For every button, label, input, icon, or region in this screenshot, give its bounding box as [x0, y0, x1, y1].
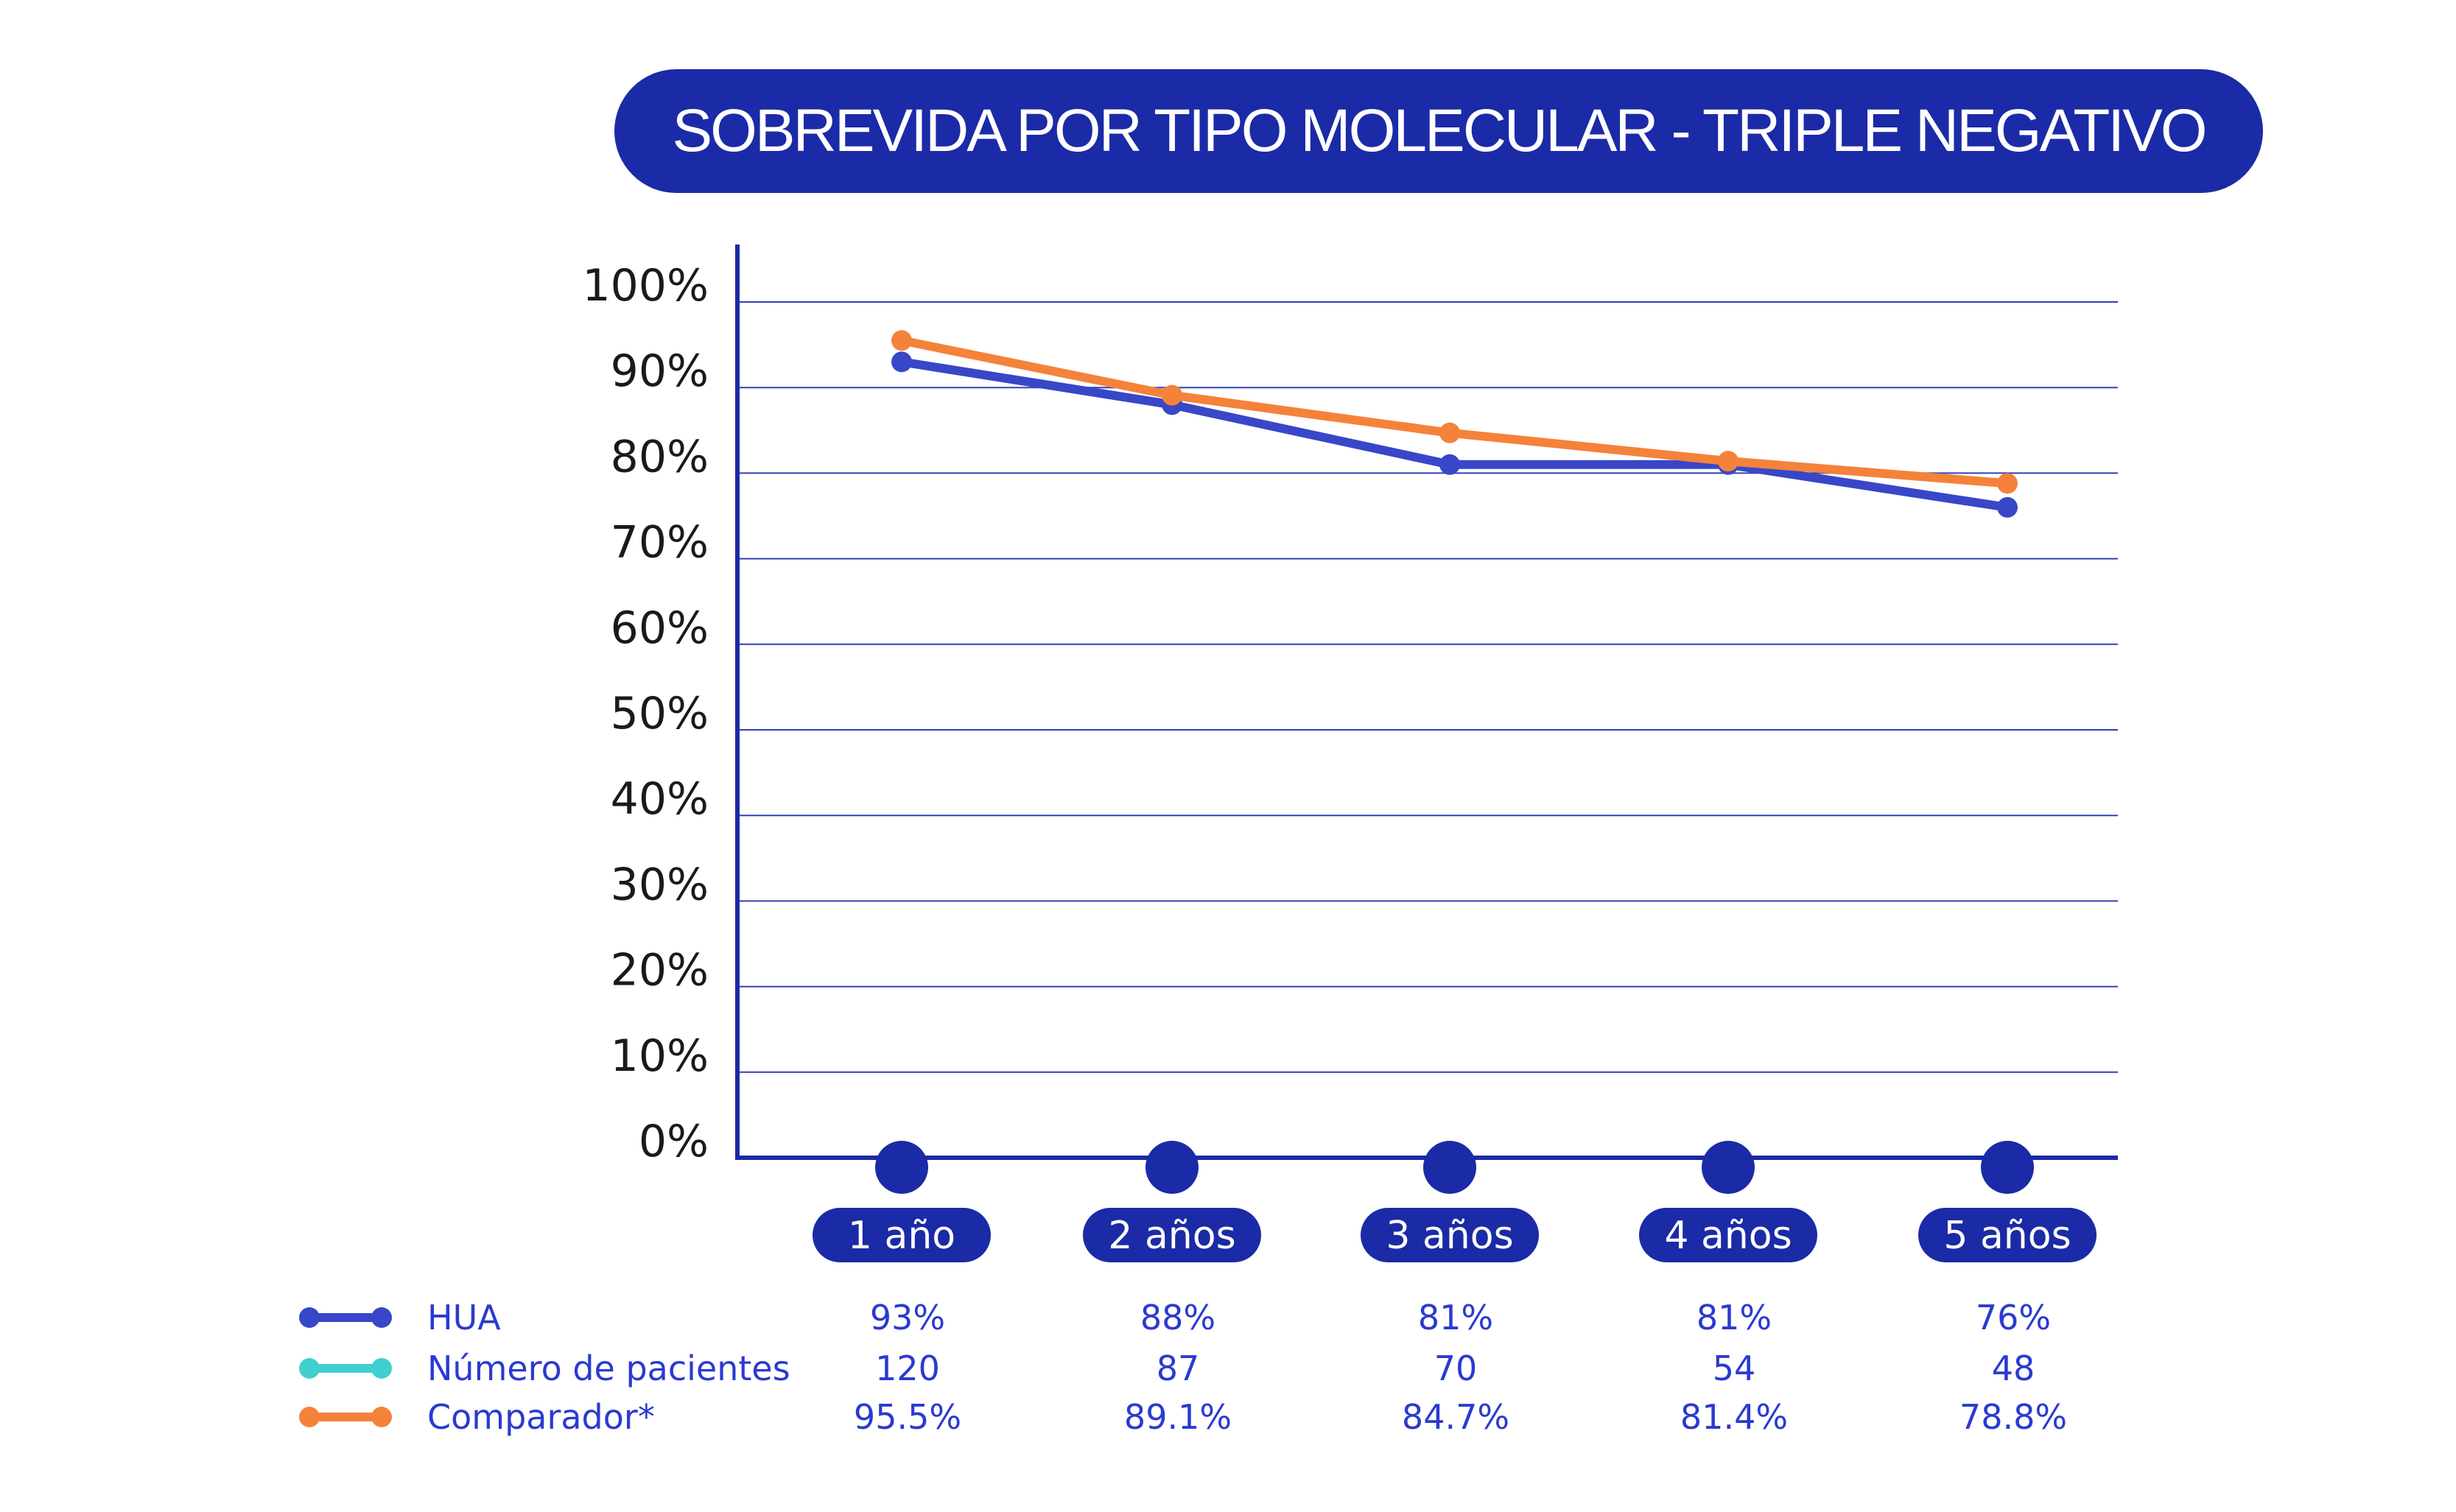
legend-swatch-dot: [299, 1407, 320, 1427]
category-pill: [1918, 1208, 2097, 1262]
data-label: 81%: [1697, 1298, 1772, 1337]
data-label: 89.1%: [1124, 1397, 1232, 1437]
legend-swatch-dot: [299, 1358, 320, 1379]
data-point: [1439, 422, 1460, 443]
x-axis-marker: [1423, 1141, 1476, 1194]
legend-swatch-dot: [371, 1407, 392, 1427]
y-tick-label: 70%: [611, 517, 709, 569]
x-axis-marker: [875, 1141, 928, 1194]
data-point: [1162, 384, 1182, 406]
y-tick-label: 50%: [611, 688, 709, 739]
y-tick-label: 100%: [582, 260, 709, 312]
data-label: 78.8%: [1959, 1397, 2067, 1437]
x-tick-label: 4 años: [1664, 1214, 1792, 1258]
x-tick-label: 5 años: [1943, 1214, 2071, 1258]
category-pill: [813, 1208, 991, 1262]
x-tick-label: 2 años: [1108, 1214, 1235, 1258]
data-label: 88%: [1140, 1298, 1215, 1337]
y-tick-label: 80%: [611, 431, 709, 482]
category-pill: [1361, 1208, 1539, 1262]
y-tick-label: 90%: [611, 345, 709, 397]
y-tick-label: 30%: [611, 859, 709, 910]
data-label: 84.7%: [1402, 1397, 1509, 1437]
data-point: [1997, 496, 2018, 518]
y-tick-label: 20%: [611, 945, 709, 996]
category-pill: [1083, 1208, 1261, 1262]
legend-swatch-dot: [371, 1358, 392, 1379]
data-point: [1718, 451, 1739, 472]
data-label: 95.5%: [854, 1397, 961, 1437]
category-pill: [1639, 1208, 1817, 1262]
chart-title: SOBREVIDA POR TIPO MOLECULAR - TRIPLE NE…: [614, 69, 2263, 193]
data-point: [891, 351, 912, 373]
x-axis-marker: [1145, 1141, 1199, 1194]
legend-label: HUA: [427, 1298, 501, 1337]
x-tick-label: 1 año: [848, 1214, 955, 1258]
legend-label: Número de pacientes: [427, 1349, 790, 1388]
data-point: [1997, 473, 2018, 494]
y-tick-label: 40%: [611, 773, 709, 825]
data-label: 76%: [1976, 1298, 2051, 1337]
data-label: 81%: [1418, 1298, 1493, 1337]
data-label: 48: [1992, 1349, 2035, 1388]
data-label: 81.4%: [1680, 1397, 1788, 1437]
data-label: 87: [1157, 1349, 1200, 1388]
y-tick-label: 10%: [611, 1030, 709, 1082]
legend-swatch-dot: [371, 1307, 392, 1328]
y-tick-label: 0%: [639, 1116, 709, 1167]
data-point: [1439, 454, 1460, 475]
data-point: [891, 330, 912, 351]
y-tick-label: 60%: [611, 602, 709, 654]
data-label: 70: [1434, 1349, 1478, 1388]
x-axis-marker: [1981, 1141, 2034, 1194]
legend-swatch-dot: [299, 1307, 320, 1328]
legend-label: Comparador*: [427, 1397, 655, 1437]
data-label: 120: [875, 1349, 940, 1388]
x-tick-label: 3 años: [1386, 1214, 1513, 1258]
x-axis-marker: [1702, 1141, 1755, 1194]
data-label: 54: [1713, 1349, 1756, 1388]
data-label: 93%: [870, 1298, 945, 1337]
